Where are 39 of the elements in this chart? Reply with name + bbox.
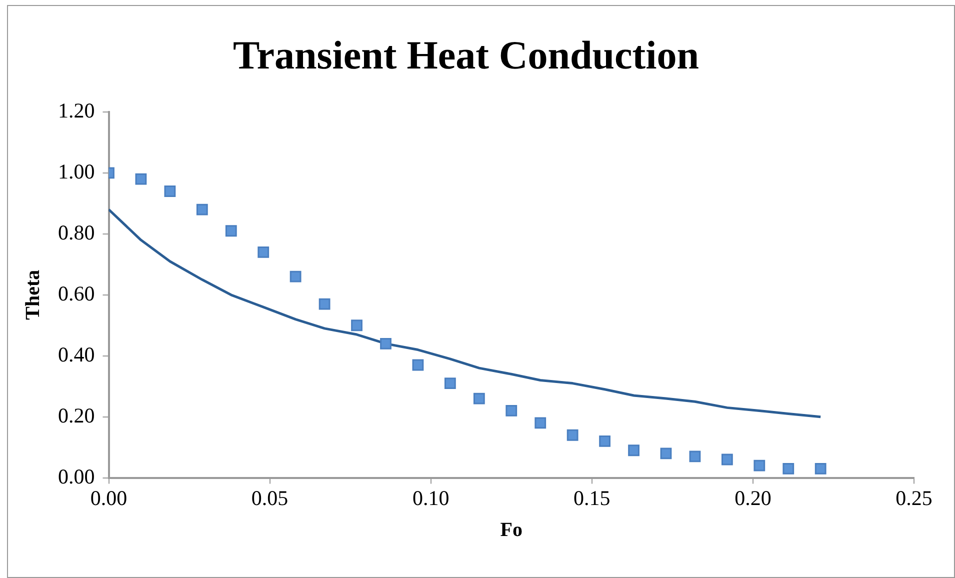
y-tick-label: 0.40 [58, 342, 95, 366]
x-tick-label: 0.05 [251, 486, 288, 510]
y-tick-label: 0.60 [58, 281, 95, 306]
point [473, 392, 485, 404]
point [782, 462, 794, 474]
y-tick-label: 0.80 [58, 220, 95, 244]
x-tick-label: 0.10 [412, 486, 450, 510]
point [164, 186, 176, 197]
x-tick-label: 0.15 [574, 486, 610, 510]
point [814, 462, 826, 474]
point [721, 454, 733, 466]
point [599, 436, 610, 447]
y-tick-label: 0.20 [58, 403, 95, 428]
point [412, 359, 424, 371]
y-axis-title: Theta [22, 270, 44, 320]
point [318, 298, 330, 310]
point [534, 417, 546, 429]
x-axis-title: Fo [500, 519, 522, 542]
point [628, 444, 640, 456]
point [258, 246, 270, 258]
point [351, 320, 362, 332]
y-tick-label: 1.20 [58, 98, 95, 123]
x-tick-label: 0.25 [896, 486, 932, 510]
point [754, 460, 766, 472]
point [506, 405, 518, 416]
y-tick-label: 0.00 [58, 464, 95, 488]
x-tick-label: 0.20 [734, 486, 772, 510]
x-tick-label: 0.00 [90, 486, 128, 510]
point [660, 448, 672, 460]
point [196, 204, 208, 216]
point [444, 378, 456, 389]
point [225, 225, 237, 237]
chart-title: Transient Heat Conduction [233, 32, 699, 78]
y-tick-label: 1.00 [58, 159, 95, 184]
point [290, 270, 302, 282]
point [135, 173, 147, 185]
point [380, 338, 392, 350]
point [689, 450, 701, 462]
point [566, 429, 578, 441]
